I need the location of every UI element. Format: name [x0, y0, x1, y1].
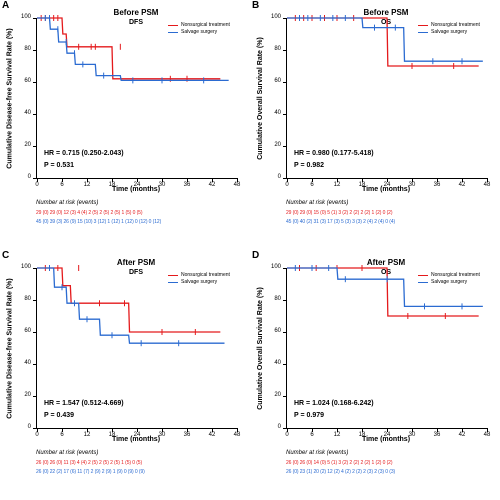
y-axis-label: Cumulative Disease-free Survival Rate (%… — [4, 268, 16, 428]
panel-c: CAfter PSMDFSCumulative Disease-free Sur… — [0, 250, 250, 500]
risk-row: 45 (0) 40 (2) 31 (3) 17 (3) 5 (3) 3 (3) … — [286, 219, 496, 225]
risk-row: 29 (0) 29 (0) 15 (0) 5 (1) 3 (2) 2 (2) 2… — [286, 210, 496, 216]
x-axis-label: Time (months) — [286, 436, 486, 443]
x-axis-label: Time (months) — [36, 186, 236, 193]
legend: Nonsurgical treatmentSalvage surgery — [418, 272, 480, 286]
hr-text: HR = 1.024 (0.168-6.242) — [294, 400, 374, 407]
hr-text: HR = 0.715 (0.250-2.043) — [44, 150, 124, 157]
pvalue-text: P = 0.439 — [44, 412, 74, 419]
pvalue-text: P = 0.979 — [294, 412, 324, 419]
risk-table-title: Number at risk (events) — [286, 450, 348, 456]
hr-text: HR = 0.980 (0.177-5.418) — [294, 150, 374, 157]
legend: Nonsurgical treatmentSalvage surgery — [168, 272, 230, 286]
risk-table-title: Number at risk (events) — [286, 200, 348, 206]
risk-table-title: Number at risk (events) — [36, 450, 98, 456]
pvalue-text: P = 0.531 — [44, 162, 74, 169]
panel-letter: C — [2, 250, 9, 261]
risk-table-title: Number at risk (events) — [36, 200, 98, 206]
panel-letter: D — [252, 250, 259, 261]
risk-row: 26 (0) 26 (0) 14 (0) 5 (1) 3 (2) 2 (2) 2… — [286, 460, 496, 466]
hr-text: HR = 1.547 (0.512-4.669) — [44, 400, 124, 407]
risk-row: 26 (0) 26 (0) 11 (3) 4 (4) 2 (5) 2 (5) 2… — [36, 460, 246, 466]
risk-row: 29 (0) 29 (0) 12 (3) 4 (4) 2 (5) 2 (5) 2… — [36, 210, 246, 216]
legend: Nonsurgical treatmentSalvage surgery — [418, 22, 480, 36]
risk-row: 26 (0) 23 (1) 20 (2) 12 (2) 4 (2) 2 (2) … — [286, 469, 496, 475]
x-axis-label: Time (months) — [36, 436, 236, 443]
pvalue-text: P = 0.982 — [294, 162, 324, 169]
panel-d: DAfter PSMOSCumulative Overall Survival … — [250, 250, 500, 500]
y-axis-label: Cumulative Disease-free Survival Rate (%… — [4, 18, 16, 178]
risk-row: 45 (0) 39 (3) 26 (9) 15 (10) 3 (12) 1 (1… — [36, 219, 246, 225]
legend: Nonsurgical treatmentSalvage surgery — [168, 22, 230, 36]
x-axis-label: Time (months) — [286, 186, 486, 193]
y-axis-label: Cumulative Overall Survival Rate (%) — [254, 18, 266, 178]
y-axis-label: Cumulative Overall Survival Rate (%) — [254, 268, 266, 428]
panel-a: ABefore PSMDFSCumulative Disease-free Su… — [0, 0, 250, 250]
risk-row: 26 (0) 22 (2) 17 (6) 11 (7) 2 (9) 2 (9) … — [36, 469, 246, 475]
panel-letter: B — [252, 0, 259, 11]
panel-b: BBefore PSMOSCumulative Overall Survival… — [250, 0, 500, 250]
panel-letter: A — [2, 0, 9, 11]
